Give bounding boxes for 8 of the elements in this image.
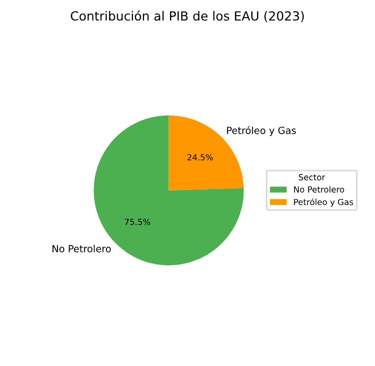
data-label: 75.5% <box>124 218 150 226</box>
legend-title: Sector <box>298 174 326 180</box>
legend-label: No Petrolero <box>294 186 344 193</box>
data-label: 24.5% <box>187 154 213 160</box>
legend-label: Petróleo y Gas <box>294 198 354 207</box>
chart-title: Contribución al PIB de los EAU (2023) <box>70 10 304 22</box>
slice-label: No Petrolero <box>52 244 111 252</box>
slice-label: Petróleo y Gas <box>227 126 296 136</box>
